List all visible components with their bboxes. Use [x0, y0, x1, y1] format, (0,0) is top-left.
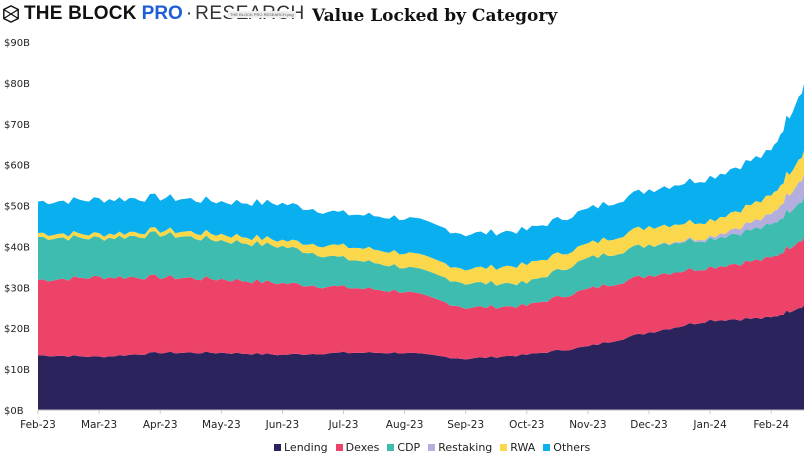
legend-item-restaking: Restaking [428, 441, 492, 454]
area-lending [38, 305, 804, 410]
area-layer [38, 83, 804, 410]
the-block-logo-icon [3, 5, 19, 23]
y-tick-label: $30B [4, 283, 30, 294]
x-tick-label: May-23 [202, 419, 241, 431]
x-tick-label: Dec-23 [630, 419, 667, 431]
legend-item-dexes: Dexes [335, 441, 380, 454]
legend-swatch [543, 444, 551, 451]
y-tick-label: $90B [4, 38, 30, 49]
x-tick-label: Nov-23 [569, 419, 606, 431]
y-tick-label: $40B [4, 242, 30, 253]
legend-label: CDP [397, 441, 421, 454]
area-others [38, 83, 804, 271]
x-tick-label: Sep-23 [447, 419, 484, 431]
y-tick-label: $60B [4, 161, 30, 172]
x-tick-label: Oct-23 [509, 419, 544, 431]
legend-item-cdp: CDP [387, 441, 420, 454]
legend-swatch [428, 444, 436, 451]
legend-label: Dexes [345, 441, 380, 454]
legend-label: Others [553, 441, 591, 454]
legend-item-rwa: RWA [500, 441, 535, 454]
x-tick-label: Apr-23 [143, 419, 178, 431]
legend-label: RWA [510, 441, 536, 454]
legend-item-lending: Lending [274, 441, 328, 454]
legend-item-others: Others [543, 441, 590, 454]
area-cdp [38, 197, 804, 309]
y-tick-label: $50B [4, 202, 30, 213]
y-tick-label: $70B [4, 120, 30, 131]
legend-swatch [274, 444, 281, 451]
area-rwa [38, 150, 804, 286]
x-tick-label: Jun-23 [265, 419, 300, 431]
legend-swatch [387, 444, 395, 451]
brand-pro: PRO [141, 3, 183, 24]
y-axis: $0B $10B $20B $30B $40B $50B $60B $70B $80B $90B [4, 38, 30, 417]
legend: Lending Dexes CDP Restaking RWA Others [274, 441, 590, 454]
legend-swatch [335, 444, 343, 451]
x-tick-label: Feb-23 [20, 419, 56, 431]
y-tick-label: $10B [4, 365, 30, 376]
y-tick-label: $80B [4, 79, 30, 90]
chart-title: Value Locked by Category [312, 6, 558, 26]
legend-swatch [500, 444, 508, 451]
legend-label: Restaking [438, 441, 493, 454]
x-tick-label: Feb-24 [753, 419, 789, 431]
y-tick-label: $0B [4, 406, 24, 417]
x-axis: Feb-23 Mar-23 Apr-23 May-23 Jun-23 Jul-23 Aug-… [20, 410, 789, 431]
brand-separator: · [185, 3, 193, 24]
x-tick-label: Mar-23 [81, 419, 117, 431]
x-tick-label: Jan-24 [692, 419, 727, 431]
area-dexes [38, 237, 804, 360]
x-tick-label: Jul-23 [328, 419, 359, 431]
x-tick-label: Aug-23 [386, 419, 424, 431]
watermark-label: THE BLOCK PRO RESEARCH.png [228, 11, 296, 18]
brand-name: THE BLOCK [24, 3, 137, 24]
brand-header: THE BLOCK PRO · RESEARCH [2, 1, 305, 27]
legend-label: Lending [284, 441, 328, 454]
y-tick-label: $20B [4, 324, 30, 335]
